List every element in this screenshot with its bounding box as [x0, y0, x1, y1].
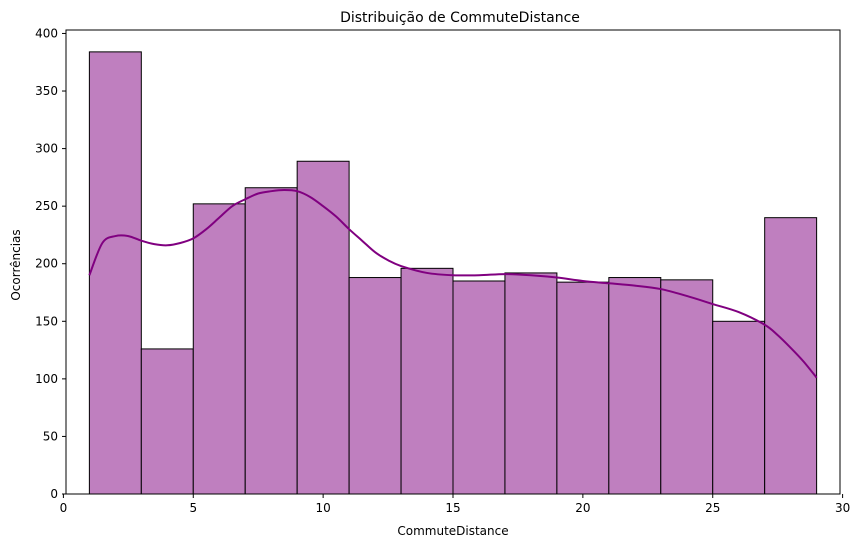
x-tick-label: 20 [575, 501, 590, 515]
y-tick-label: 200 [35, 257, 58, 271]
histogram-bar-4 [244, 187, 298, 495]
x-axis-label: CommuteDistance [397, 524, 508, 538]
kde-line [88, 189, 818, 379]
y-tick-label: 100 [35, 372, 58, 386]
histogram-bar-14 [764, 217, 818, 495]
histogram-bar-5 [296, 160, 350, 495]
chart-title: Distribuição de CommuteDistance [340, 10, 580, 26]
y-tick-label: 0 [50, 487, 58, 501]
x-tick-label: 5 [189, 501, 197, 515]
x-tick-label: 25 [705, 501, 720, 515]
histogram-bar-7 [400, 267, 454, 495]
histogram-bar-10 [556, 281, 610, 495]
y-tick-label: 350 [35, 84, 58, 98]
histogram-bar-3 [192, 203, 246, 495]
y-tick-label: 400 [35, 26, 58, 40]
x-axis-ticks: 0 5 10 15 20 25 30 [60, 494, 850, 515]
histogram-bar-1 [88, 51, 142, 495]
histogram-bar-8 [452, 280, 506, 495]
x-tick-label: 10 [315, 501, 330, 515]
y-tick-label: 250 [35, 199, 58, 213]
x-tick-label: 30 [835, 501, 850, 515]
histogram-bar-12 [660, 279, 714, 495]
y-tick-label: 150 [35, 314, 58, 328]
x-tick-label: 15 [445, 501, 460, 515]
histogram-bar-2 [140, 348, 194, 495]
x-tick-label: 0 [60, 501, 68, 515]
histogram-bar-11 [608, 277, 662, 495]
bars-group [88, 51, 818, 495]
histogram-bar-9 [504, 272, 558, 495]
histogram-bar-6 [348, 277, 402, 495]
y-tick-label: 50 [43, 429, 58, 443]
y-axis-label: Ocorrências [9, 229, 23, 300]
y-tick-label: 300 [35, 142, 58, 156]
y-axis-ticks: 0 50 100 150 200 250 300 350 400 [35, 26, 66, 501]
histogram-bar-13 [712, 320, 766, 495]
